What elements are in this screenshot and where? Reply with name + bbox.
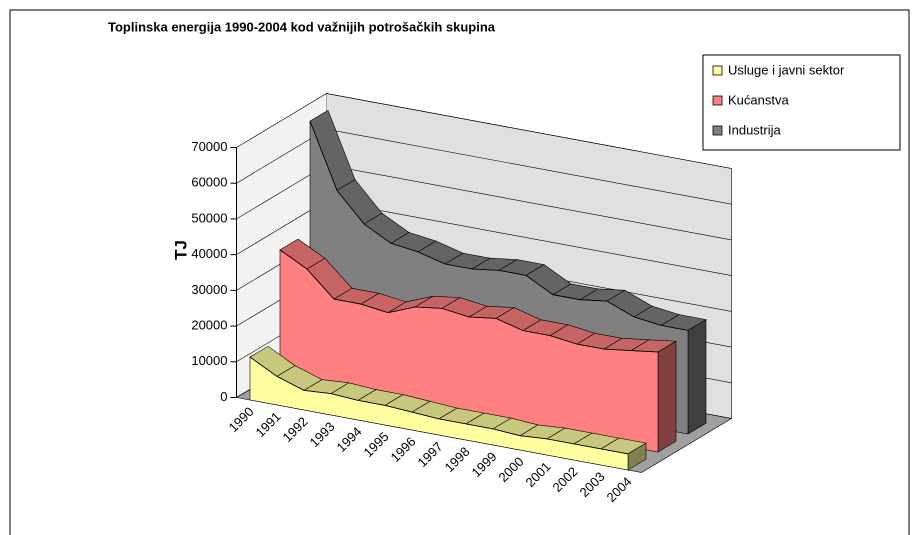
y-tick-label: 30000 — [191, 282, 227, 297]
y-axis-label: TJ — [171, 240, 190, 260]
y-tick-label: 0 — [220, 389, 227, 404]
legend-swatch — [712, 95, 723, 106]
legend-label: Kućanstva — [728, 92, 789, 107]
y-tick-label: 60000 — [191, 175, 227, 190]
y-tick-label: 70000 — [191, 139, 227, 154]
legend-box — [702, 54, 901, 151]
y-tick-label: 10000 — [191, 353, 227, 368]
area-edge — [249, 356, 629, 455]
legend-label: Usluge i javni sektor — [728, 62, 845, 77]
area-edge — [309, 120, 689, 331]
legend-label: Industrija — [728, 122, 782, 137]
y-tick-label: 20000 — [191, 318, 227, 333]
legend-swatch — [712, 125, 723, 136]
area-end — [687, 319, 707, 435]
chart-title: Toplinska energija 1990-2004 kod važniji… — [108, 19, 496, 34]
area-end — [657, 340, 677, 453]
area-edge — [279, 249, 659, 353]
grid-line — [236, 93, 732, 169]
y-tick-label: 40000 — [191, 246, 227, 261]
y-tick-label: 50000 — [191, 210, 227, 225]
legend-swatch — [712, 65, 723, 76]
